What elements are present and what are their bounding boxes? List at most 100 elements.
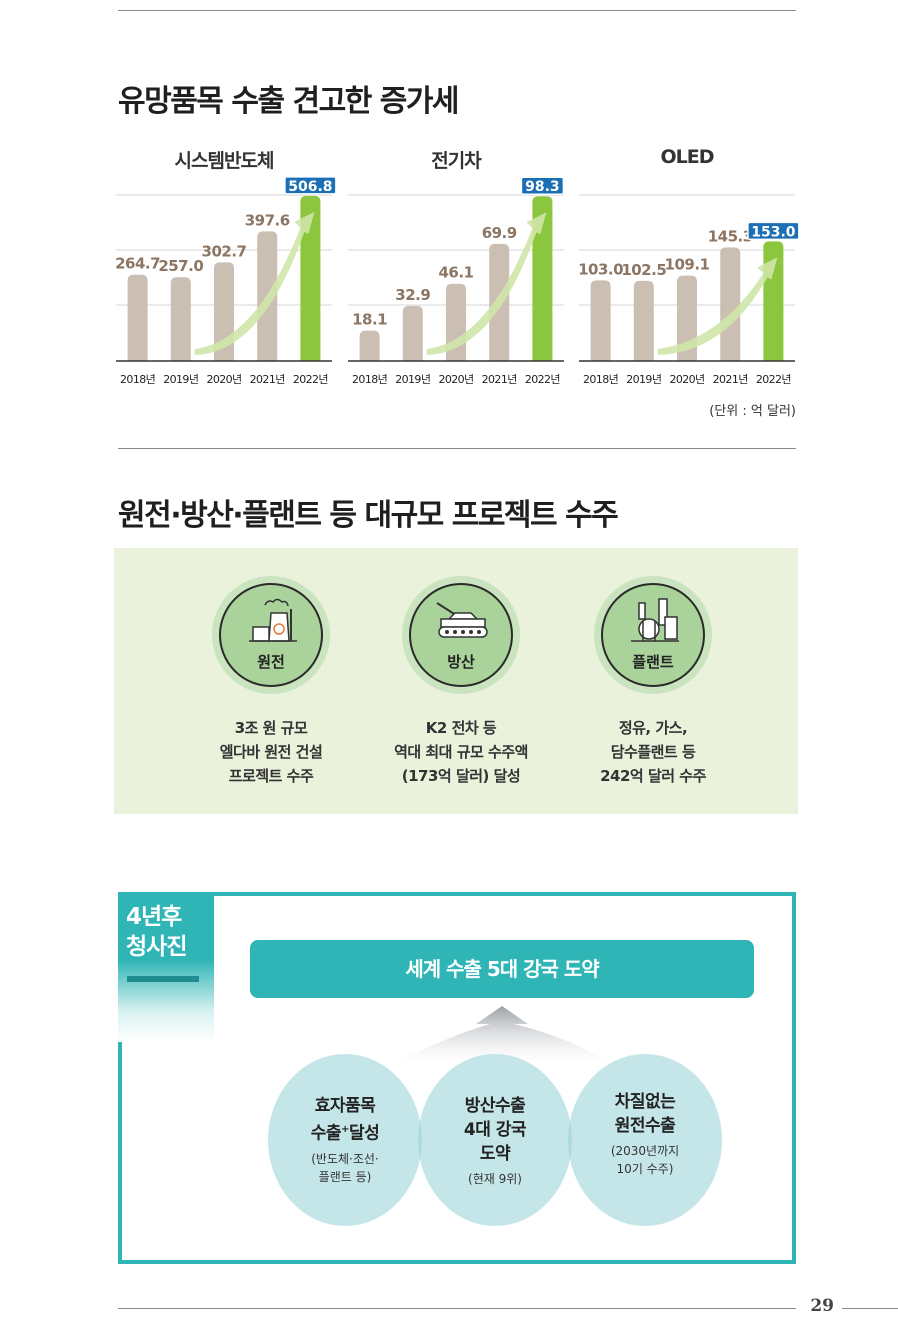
data-label: 397.6 — [245, 211, 290, 229]
project-badge: 플랜트 — [594, 576, 712, 694]
middle-rule — [118, 448, 796, 449]
vision-tab-text: 4년후 청사진 — [126, 902, 187, 962]
footer-rule-right — [842, 1308, 898, 1309]
tank-icon — [436, 602, 488, 638]
chart-title: 전기차 — [431, 150, 481, 172]
data-label: 18.1 — [352, 311, 387, 329]
category-label: 2018년 — [583, 373, 618, 386]
category-label: 2021년 — [482, 373, 517, 386]
data-label: 69.9 — [482, 224, 517, 242]
category-label: 2021년 — [713, 373, 748, 386]
project-label: 방산 — [447, 653, 475, 671]
project-label: 플랜트 — [632, 653, 674, 671]
project-desc-line: 역대 최대 규모 수주액 — [394, 743, 528, 761]
project-desc-line: (173억 달러) 달성 — [401, 767, 521, 785]
page-number: 29 — [810, 1296, 834, 1316]
bubble-title-part: 수출 — [310, 1123, 342, 1144]
bubble-title: 차질없는 원전수출 — [568, 1090, 722, 1138]
project-description: K2 전차 등 역대 최대 규모 수주액 (173억 달러) 달성 — [366, 716, 556, 788]
project-badge: 원전 — [212, 576, 330, 694]
bubble-title-line: 방산수출 — [464, 1096, 526, 1116]
data-label: 32.9 — [395, 286, 430, 304]
footer-rule-left — [118, 1308, 796, 1309]
bubble-sub-line: (현재 9위) — [468, 1172, 522, 1186]
bubble-title-line: 도약 — [479, 1144, 511, 1164]
bar — [127, 274, 148, 361]
trend-arrow — [657, 257, 778, 355]
category-label: 2022년 — [756, 373, 791, 386]
project-badge-inner: 플랜트 — [601, 583, 705, 687]
vision-tab: 4년후 청사진 — [118, 892, 214, 1042]
refinery-icon — [631, 598, 679, 642]
bubble-sub-line: (2030년까지 — [610, 1144, 680, 1158]
up-arrow-icon — [394, 1006, 610, 1064]
highlight-label-bg — [284, 176, 337, 195]
project-desc-line: K2 전차 등 — [425, 719, 497, 737]
data-label: 145.3 — [708, 227, 753, 245]
bubble-title-sup: + — [341, 1124, 349, 1135]
vision-panel: 4년후 청사진 세계 수출 5대 강국 도약 효자품목 수출+달성 (반도체·조… — [118, 892, 796, 1264]
chart-panel-2: OLED 103.0 102.5 109.1 145.3 153.0 2018년 2019년… — [578, 140, 800, 390]
data-label: 102.5 — [621, 261, 666, 279]
bubble-title-line: 효자품목 — [314, 1096, 376, 1116]
vision-tab-bar — [127, 976, 199, 982]
bar — [590, 280, 611, 361]
data-label: 302.7 — [202, 242, 247, 260]
bubble-title-line: 수출+달성 — [268, 1118, 422, 1146]
data-label: 257.0 — [158, 257, 203, 275]
bar — [633, 280, 654, 361]
bar — [170, 277, 191, 361]
project-card-plant: 플랜트 정유, 가스, 담수플랜트 등 242억 달러 수주 — [558, 576, 748, 788]
project-card-defense: 방산 K2 전차 등 역대 최대 규모 수주액 (173억 달러) 달성 — [366, 576, 556, 788]
unit-note: (단위 : 억 달러) — [709, 404, 796, 419]
category-label: 2018년 — [352, 373, 387, 386]
project-desc-line: 242억 달러 수주 — [600, 767, 706, 785]
bar — [763, 241, 784, 361]
data-label: 109.1 — [665, 256, 710, 274]
bar — [402, 305, 423, 361]
trend-arrow — [194, 211, 315, 355]
top-rule — [118, 10, 796, 11]
bubble-title-line: 차질없는 — [614, 1092, 676, 1112]
bar — [359, 330, 380, 361]
goal-banner: 세계 수출 5대 강국 도약 — [250, 940, 754, 998]
category-label: 2020년 — [669, 373, 704, 386]
chart-title: OLED — [660, 146, 714, 168]
category-label: 2019년 — [395, 373, 430, 386]
vision-bubble-export: 효자품목 수출+달성 (반도체·조선· 플랜트 등) — [268, 1054, 422, 1226]
category-label: 2018년 — [120, 373, 155, 386]
category-label: 2022년 — [293, 373, 328, 386]
vision-bubble-nuclear: 차질없는 원전수출 (2030년까지 10기 수주) — [568, 1054, 722, 1226]
bubble-title-line: 4대 강국 — [463, 1120, 527, 1140]
data-label: 153.0 — [751, 224, 796, 240]
bubble-sub-line: 플랜트 등) — [318, 1169, 372, 1184]
bubble-title: 효자품목 수출+달성 — [268, 1094, 422, 1146]
category-label: 2020년 — [438, 373, 473, 386]
category-label: 2019년 — [626, 373, 661, 386]
trend-arrow — [426, 212, 547, 355]
bar — [300, 195, 321, 361]
bubble-title-line: 원전수출 — [614, 1116, 676, 1136]
section2-title: 원전·방산·플랜트 등 대규모 프로젝트 수주 — [118, 498, 619, 533]
chart-title: 시스템반도체 — [174, 150, 275, 172]
project-badge: 방산 — [402, 576, 520, 694]
bubble-subtext: (반도체·조선· 플랜트 등) — [268, 1150, 422, 1186]
data-label: 506.8 — [288, 179, 332, 195]
bar — [532, 196, 553, 361]
vision-tab-line: 청사진 — [126, 934, 187, 960]
bubble-sub-line: 10기 수주) — [616, 1162, 674, 1176]
category-label: 2021년 — [250, 373, 285, 386]
project-desc-line: 엘다바 원전 건설 — [219, 743, 323, 761]
nuclear-plant-icon — [249, 598, 297, 642]
project-desc-line: 3조 원 규모 — [234, 719, 308, 737]
chart-panel-0: 시스템반도체 264.7 257.0 302.7 397.6 506.8 2018년 201… — [115, 140, 337, 390]
bar — [720, 247, 741, 361]
vision-tab-line: 4년후 — [126, 904, 182, 930]
bubble-title: 방산수출 4대 강국 도약 — [418, 1094, 572, 1166]
bubble-subtext: (2030년까지 10기 수주) — [568, 1142, 722, 1178]
project-desc-line: 프로젝트 수주 — [228, 767, 314, 785]
data-label: 98.3 — [525, 179, 560, 195]
bubble-subtext: (현재 9위) — [418, 1170, 572, 1188]
